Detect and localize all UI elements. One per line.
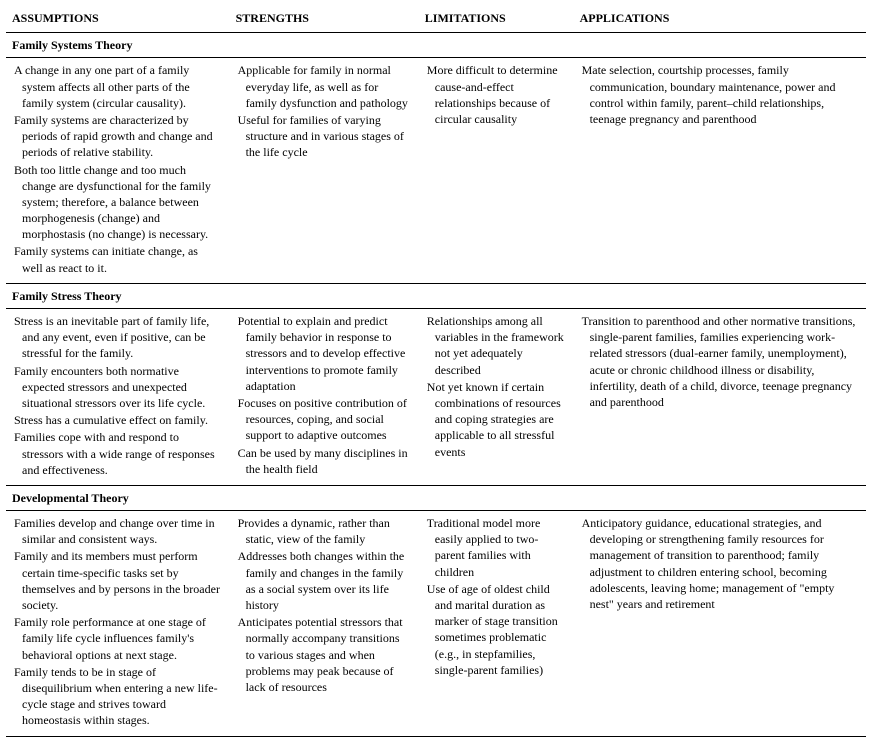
theory-name: Family Systems Theory: [6, 33, 866, 58]
strengths-cell: Provides a dynamic, rather than static, …: [230, 511, 419, 736]
applications-cell: Anticipatory guidance, educational strat…: [574, 511, 866, 736]
limitations-cell: More difficult to determine cause-and-ef…: [419, 58, 574, 283]
strengths-cell: Applicable for family in normal everyday…: [230, 58, 419, 283]
assumptions-item: Family systems are characterized by peri…: [14, 112, 222, 161]
limitations-item: Use of age of oldest child and marital d…: [427, 581, 566, 678]
assumptions-item: A change in any one part of a family sys…: [14, 62, 222, 111]
strengths-item: Applicable for family in normal everyday…: [238, 62, 411, 111]
limitations-cell: Traditional model more easily applied to…: [419, 511, 574, 736]
theory-content-row: Stress is an inevitable part of family l…: [6, 309, 866, 486]
applications-cell: Mate selection, courtship processes, fam…: [574, 58, 866, 283]
assumptions-item: Family role performance at one stage of …: [14, 614, 222, 663]
col-limitations: LIMITATIONS: [419, 6, 574, 33]
header-row: ASSUMPTIONS STRENGTHS LIMITATIONS APPLIC…: [6, 6, 866, 33]
assumptions-cell: Families develop and change over time in…: [6, 511, 230, 736]
theory-name-row: Family Stress Theory: [6, 283, 866, 308]
assumptions-item: Stress has a cumulative effect on family…: [14, 412, 222, 428]
assumptions-cell: A change in any one part of a family sys…: [6, 58, 230, 283]
theory-content-row: Families develop and change over time in…: [6, 511, 866, 736]
theory-name-row: Family Systems Theory: [6, 33, 866, 58]
applications-item: Transition to parenthood and other norma…: [582, 313, 858, 410]
strengths-item: Potential to explain and predict family …: [238, 313, 411, 394]
assumptions-item: Family and its members must perform cert…: [14, 548, 222, 613]
assumptions-item: Family tends to be in stage of disequili…: [14, 664, 222, 729]
strengths-cell: Potential to explain and predict family …: [230, 309, 419, 486]
strengths-item: Anticipates potential stressors that nor…: [238, 614, 411, 695]
applications-item: Mate selection, courtship processes, fam…: [582, 62, 858, 127]
theory-name: Family Stress Theory: [6, 283, 866, 308]
col-assumptions: ASSUMPTIONS: [6, 6, 230, 33]
assumptions-item: Family systems can initiate change, as w…: [14, 243, 222, 275]
strengths-item: Useful for families of varying structure…: [238, 112, 411, 161]
theory-comparison-table: ASSUMPTIONS STRENGTHS LIMITATIONS APPLIC…: [6, 6, 866, 737]
limitations-cell: Relationships among all variables in the…: [419, 309, 574, 486]
assumptions-item: Families cope with and respond to stress…: [14, 429, 222, 478]
limitations-item: More difficult to determine cause-and-ef…: [427, 62, 566, 127]
limitations-item: Not yet known if certain combinations of…: [427, 379, 566, 460]
limitations-item: Relationships among all variables in the…: [427, 313, 566, 378]
strengths-item: Focuses on positive contribution of reso…: [238, 395, 411, 444]
applications-item: Anticipatory guidance, educational strat…: [582, 515, 858, 612]
assumptions-item: Stress is an inevitable part of family l…: [14, 313, 222, 362]
col-applications: APPLICATIONS: [574, 6, 866, 33]
assumptions-item: Families develop and change over time in…: [14, 515, 222, 547]
strengths-item: Can be used by many disciplines in the h…: [238, 445, 411, 477]
strengths-item: Addresses both changes within the family…: [238, 548, 411, 613]
assumptions-cell: Stress is an inevitable part of family l…: [6, 309, 230, 486]
col-strengths: STRENGTHS: [230, 6, 419, 33]
theory-name: Developmental Theory: [6, 485, 866, 510]
strengths-item: Provides a dynamic, rather than static, …: [238, 515, 411, 547]
theory-name-row: Developmental Theory: [6, 485, 866, 510]
assumptions-item: Family encounters both normative expecte…: [14, 363, 222, 412]
applications-cell: Transition to parenthood and other norma…: [574, 309, 866, 486]
assumptions-item: Both too little change and too much chan…: [14, 162, 222, 243]
theory-content-row: A change in any one part of a family sys…: [6, 58, 866, 283]
limitations-item: Traditional model more easily applied to…: [427, 515, 566, 580]
